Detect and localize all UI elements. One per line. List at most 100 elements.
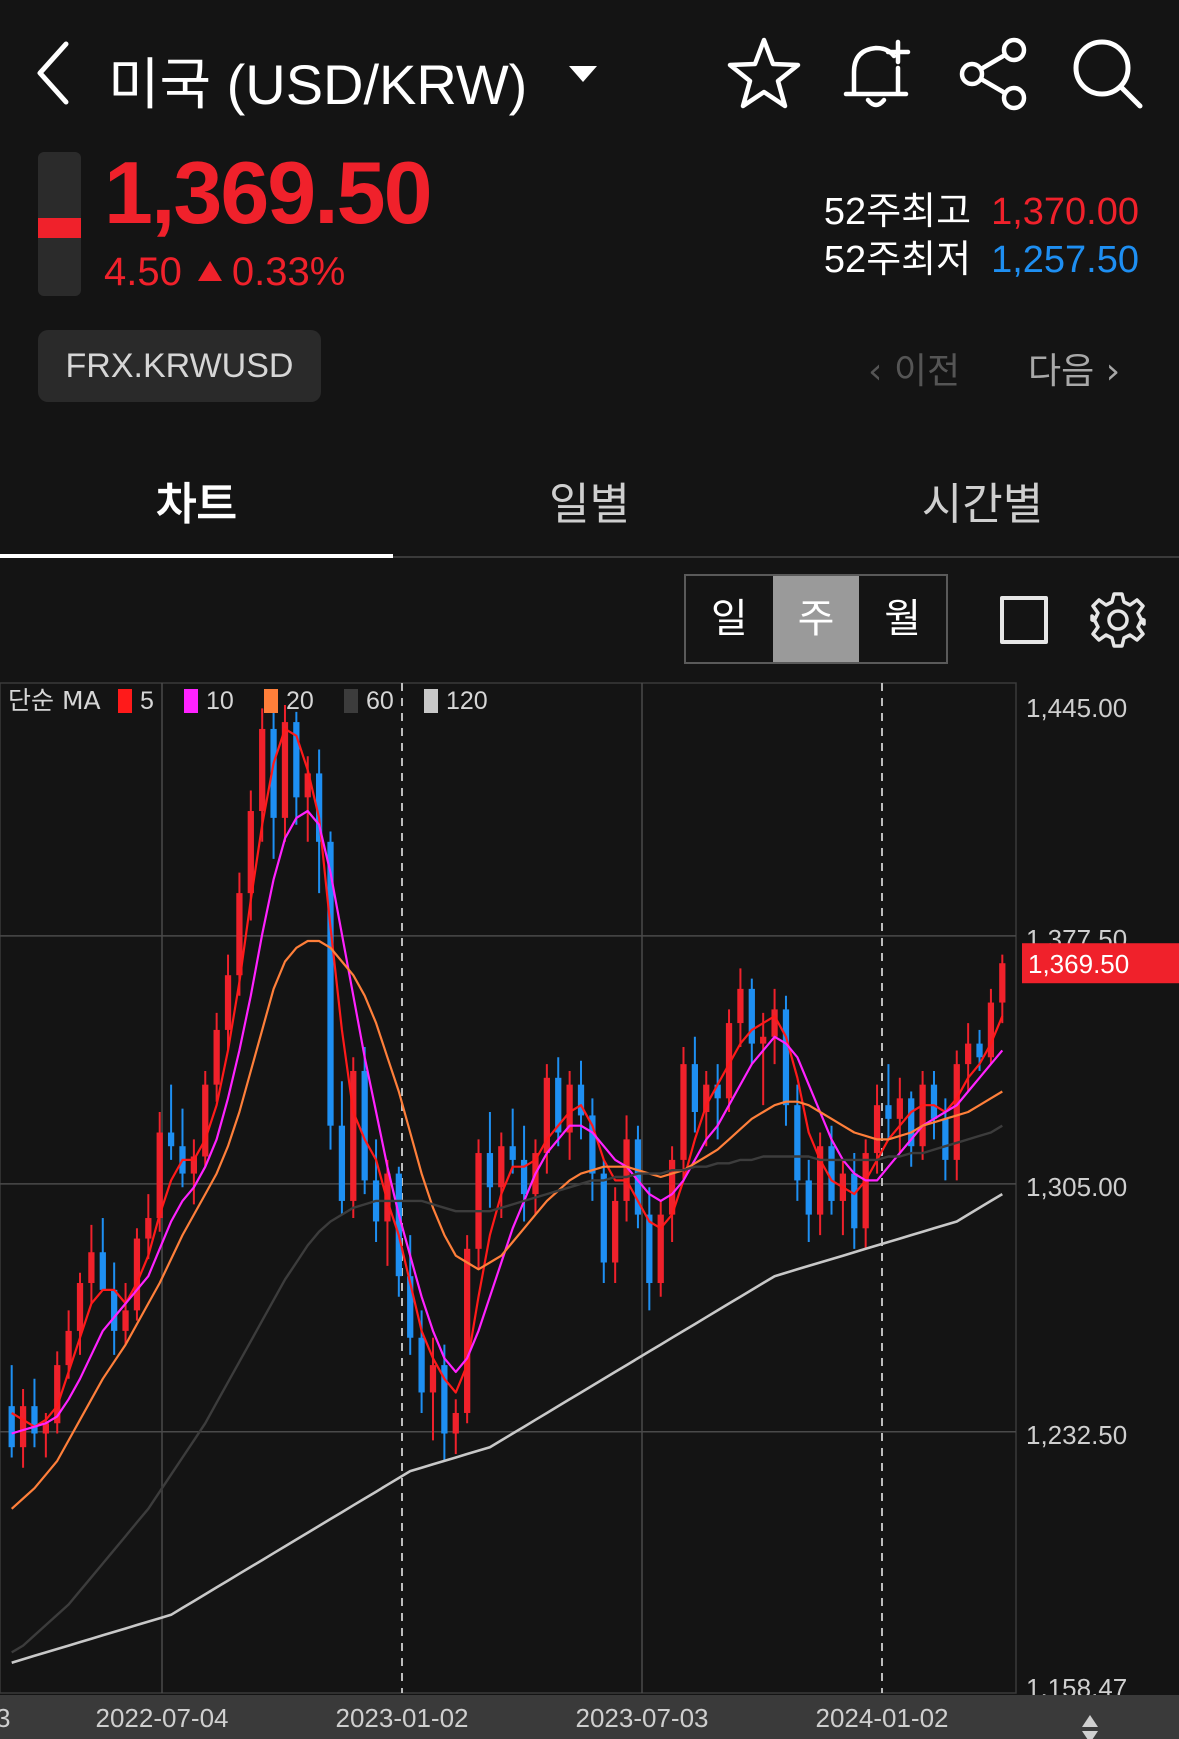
candle-body	[441, 1365, 448, 1434]
star-icon[interactable]	[724, 34, 804, 114]
candle-body	[908, 1098, 915, 1147]
page-title[interactable]: 미국 (USD/KRW)	[108, 53, 528, 116]
share-icon[interactable]	[954, 34, 1034, 114]
candle-body	[976, 1043, 983, 1058]
candle-body	[224, 975, 232, 1030]
search-icon[interactable]	[1068, 34, 1148, 114]
x-tick-label: 2023-01-02	[336, 1703, 469, 1733]
candle-body	[657, 1214, 664, 1284]
legend-label: 120	[446, 687, 488, 715]
candle-body	[680, 1064, 687, 1160]
candle-body	[236, 893, 243, 976]
candle-body	[725, 1023, 733, 1099]
tab-hourly[interactable]: 시간별	[921, 479, 1044, 530]
candle-body	[338, 1125, 346, 1201]
legend-label: 5	[140, 687, 154, 715]
candle-body	[304, 773, 311, 798]
candle-body	[475, 1153, 482, 1249]
back-icon[interactable]	[30, 38, 80, 108]
period-week-button[interactable]: 주	[772, 576, 860, 662]
tab-daily[interactable]: 일별	[549, 479, 630, 530]
candle-body	[987, 1002, 995, 1058]
candle-body	[88, 1252, 95, 1284]
x-axis-bar	[0, 1695, 1179, 1739]
candle-body	[555, 1077, 562, 1133]
candle-body	[543, 1077, 550, 1154]
candle-body	[703, 1084, 710, 1113]
candle-body	[31, 1406, 38, 1434]
current-price: 1,369.50	[104, 143, 433, 242]
candle-body	[691, 1064, 699, 1113]
tab-chart[interactable]: 차트	[156, 479, 237, 530]
next-button[interactable]: 다음 ›	[1028, 342, 1120, 394]
candle-body	[771, 1009, 778, 1037]
candle-body	[816, 1146, 824, 1215]
candle-body	[748, 988, 755, 1044]
candle-body	[805, 1180, 812, 1215]
candle-body	[361, 1070, 368, 1181]
candle-body	[862, 1153, 869, 1229]
legend-swatch	[344, 689, 358, 713]
candle-body	[350, 1070, 357, 1201]
candle-body	[942, 1118, 949, 1160]
candle-body	[782, 1009, 790, 1106]
candle-body	[851, 1173, 858, 1229]
chevron-right-icon: ›	[1094, 351, 1121, 392]
gear-icon[interactable]	[1088, 590, 1148, 650]
candle-body	[737, 988, 744, 1024]
ma-line-120	[11, 1192, 1003, 1664]
fullscreen-icon[interactable]	[1000, 596, 1048, 644]
candle-body	[794, 1105, 801, 1181]
bell-plus-icon[interactable]	[836, 34, 916, 114]
prev-button[interactable]: ‹ 이전	[868, 342, 960, 394]
candle-body	[99, 1252, 106, 1290]
candle-body	[885, 1105, 892, 1119]
tab-bar: 차트 일별 시간별	[0, 440, 1179, 558]
x-tick-label: 2022-07-04	[96, 1703, 229, 1733]
candle-body	[156, 1132, 163, 1219]
legend-swatch	[184, 689, 198, 713]
52w-high-row: 52주최고 1,370.00	[824, 180, 1139, 235]
candle-body	[145, 1218, 152, 1239]
legend-label: 20	[286, 687, 314, 715]
candle-body	[623, 1139, 630, 1201]
period-month-button[interactable]: 월	[884, 596, 922, 642]
candle-body	[293, 722, 300, 798]
quote-summary: 1,369.50 4.50 0.33% 52주최고 1,370.00 52주최저 1,…	[0, 143, 1179, 320]
up-arrow-icon	[197, 261, 222, 281]
current-price-marker-label: 1,369.50	[1028, 949, 1129, 979]
candle-body	[760, 1036, 767, 1044]
candle-body	[315, 773, 323, 842]
candle-body	[668, 1159, 676, 1215]
dropdown-caret-icon[interactable]	[565, 62, 601, 86]
candle-body	[42, 1423, 49, 1434]
day-range-marker	[38, 218, 81, 238]
candle-body	[612, 1200, 619, 1263]
legend-prefix: 단순 MA	[8, 686, 101, 715]
candle-body	[634, 1139, 642, 1215]
period-selector: 일 주 월	[684, 574, 948, 664]
candle-body	[270, 728, 277, 818]
candlestick-chart[interactable]: 1,445.001,377.501,305.001,232.501,158.47…	[0, 675, 1179, 1739]
period-day-button[interactable]: 일	[710, 596, 748, 642]
candle-body	[999, 963, 1006, 1003]
candle-body	[54, 1365, 61, 1424]
candle-body	[167, 1132, 175, 1147]
candle-body	[520, 1159, 528, 1195]
y-tick-label: 1,445.00	[1026, 693, 1127, 723]
candle-body	[65, 1330, 72, 1366]
candle-body	[259, 728, 266, 812]
candle-body	[202, 1084, 209, 1157]
symbol-code-chip[interactable]: FRX.KRWUSD	[38, 330, 321, 402]
candle-body	[281, 722, 289, 818]
price-chart[interactable]: 1,445.00 1,377.50 1,305.00 1,232.50 1,158.47…	[0, 675, 1179, 1739]
x-tick-label: 2024-01-02	[816, 1703, 949, 1733]
legend-swatch	[118, 689, 132, 713]
legend-swatch	[424, 689, 438, 713]
next-label: 다음	[1028, 351, 1095, 392]
candle-body	[965, 1043, 972, 1065]
candle-body	[646, 1214, 653, 1284]
legend-label: 60	[366, 687, 394, 715]
candle-body	[714, 1084, 721, 1099]
chevron-left-icon: ‹	[868, 351, 894, 392]
